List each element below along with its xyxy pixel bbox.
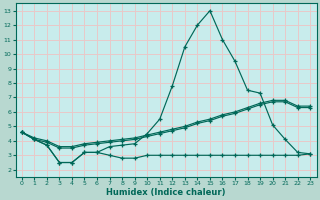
X-axis label: Humidex (Indice chaleur): Humidex (Indice chaleur) — [106, 188, 226, 197]
